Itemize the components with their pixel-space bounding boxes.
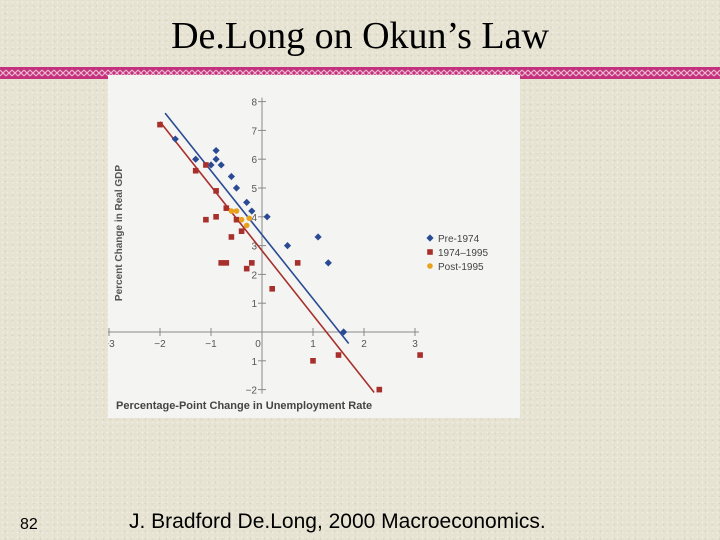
data-points <box>157 121 423 393</box>
x-tick-label: 3 <box>412 339 418 350</box>
x-axis-label: Percentage-Point Change in Unemployment … <box>116 400 372 412</box>
data-point <box>203 216 209 223</box>
y-tick-label: 6 <box>251 155 257 166</box>
slide-number: 82 <box>20 516 38 533</box>
data-point <box>238 216 245 223</box>
data-point <box>228 208 235 214</box>
data-point <box>243 198 251 206</box>
fit-line <box>164 112 350 345</box>
x-tick-label: 1 <box>310 339 316 350</box>
data-point <box>213 214 219 220</box>
data-point <box>417 352 423 358</box>
data-point <box>233 208 240 214</box>
legend-label: Pre-1974 <box>438 234 480 245</box>
data-point <box>228 234 235 240</box>
data-point <box>218 260 224 266</box>
y-tick-label: 4 <box>251 213 257 224</box>
chart-legend: Pre-1974 1974–1995 Post-1995 <box>426 234 488 273</box>
data-point <box>207 161 215 169</box>
data-point <box>157 121 163 128</box>
data-point <box>248 207 256 215</box>
source-citation: J. Bradford De.Long, 2000 Macroeconomics… <box>129 510 546 533</box>
data-point <box>310 358 316 364</box>
y-tick-label: 5 <box>251 184 257 195</box>
y-tick-label: 7 <box>251 126 257 137</box>
legend-marker <box>427 263 433 269</box>
legend-marker <box>426 234 434 242</box>
x-tick-label: 2 <box>361 339 367 350</box>
data-point <box>314 233 322 241</box>
data-point <box>227 172 235 181</box>
legend-label: 1974–1995 <box>438 248 488 259</box>
fit-lines <box>159 112 375 393</box>
data-point <box>233 216 240 223</box>
data-point <box>376 386 383 393</box>
data-point <box>238 228 245 234</box>
data-point <box>335 352 342 358</box>
tick-group: −3 −2 −1 0 1 2 3 8 7 6 5 4 3 2 1 1 −2 <box>108 98 418 397</box>
data-point <box>212 155 220 163</box>
data-point <box>212 146 220 155</box>
data-point <box>283 242 292 250</box>
data-point <box>249 260 255 266</box>
y-axis-label: Percent Change in Real GDP <box>114 165 125 301</box>
data-point <box>192 167 199 174</box>
data-point <box>243 222 250 229</box>
y-tick-label: 3 <box>251 242 257 253</box>
y-tick-label: 1 <box>251 299 257 310</box>
data-point <box>263 213 271 221</box>
y-tick-label: 2 <box>251 270 257 281</box>
data-point <box>213 188 219 194</box>
y-tick-label: 1 <box>251 357 257 368</box>
data-point <box>217 161 225 169</box>
data-point <box>171 135 179 143</box>
slide-title: De.Long on Okun’s Law <box>171 15 549 57</box>
data-point <box>294 260 301 266</box>
data-point <box>223 205 230 211</box>
data-point <box>269 286 275 292</box>
chart-canvas: −3 −2 −1 0 1 2 3 8 7 6 5 4 3 2 1 1 −2 Percent Change in … <box>108 98 488 412</box>
x-tick-label: −3 <box>108 339 115 350</box>
y-tick-label: −2 <box>246 386 258 397</box>
data-point <box>246 215 253 222</box>
data-point <box>324 259 332 267</box>
data-point <box>232 184 241 192</box>
x-tick-label: −2 <box>154 339 166 350</box>
y-tick-label: 8 <box>251 98 257 109</box>
x-tick-label: −1 <box>205 339 217 350</box>
data-point <box>192 155 200 163</box>
data-point <box>203 162 209 168</box>
okun-scatter-chart: −3 −2 −1 0 1 2 3 8 7 6 5 4 3 2 1 1 −2 Percent Change in … <box>108 75 520 418</box>
x-tick-label: 0 <box>255 339 261 350</box>
fit-line <box>159 121 375 393</box>
legend-marker <box>427 249 433 255</box>
data-point <box>243 265 250 272</box>
data-point <box>223 260 230 266</box>
legend-label: Post-1995 <box>438 262 484 273</box>
